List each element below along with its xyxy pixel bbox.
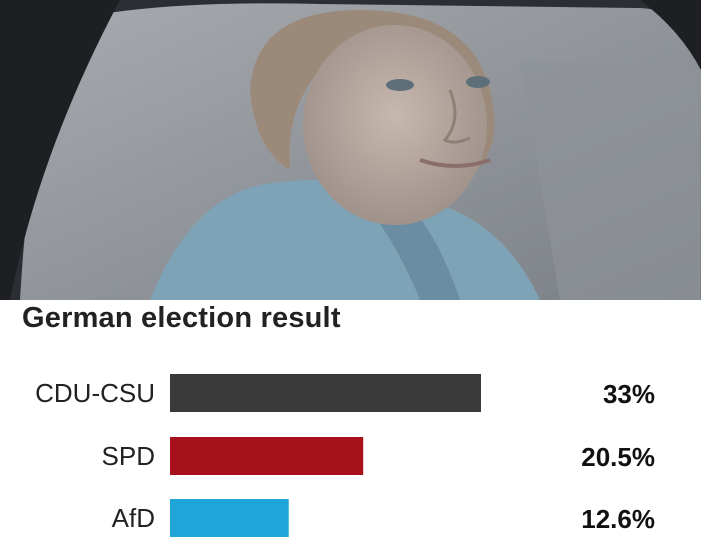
value-label-cdu-csu: 33% (603, 379, 655, 409)
bar-cdu-csu (170, 374, 481, 412)
category-label-spd: SPD (102, 441, 155, 471)
chart-title: German election result (22, 302, 341, 334)
header-photo (0, 0, 701, 300)
bar-afd (170, 499, 289, 537)
category-label-afd: AfD (112, 503, 155, 533)
bar-chart: CDU-CSU 33% SPD 20.5% AfD 12.6% (35, 374, 655, 537)
bar-spd (170, 437, 364, 475)
value-label-spd: 20.5% (581, 442, 655, 472)
value-label-afd: 12.6% (581, 504, 655, 534)
photo-illustration (0, 0, 701, 300)
category-label-cdu-csu: CDU-CSU (35, 378, 155, 408)
